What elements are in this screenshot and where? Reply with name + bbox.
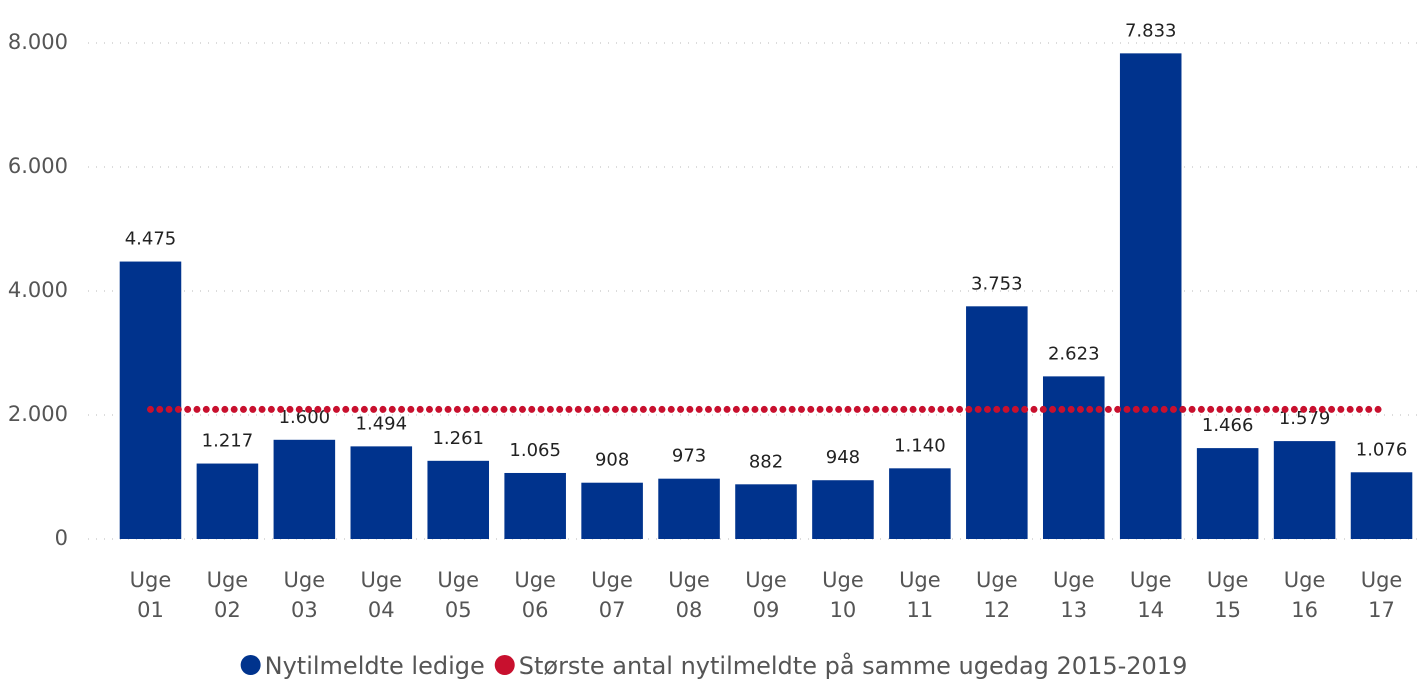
- data-label: 1.261: [432, 428, 484, 449]
- bar: [966, 306, 1028, 539]
- data-label: 1.466: [1202, 415, 1254, 436]
- data-label: 1.600: [279, 407, 331, 428]
- bar: [427, 460, 490, 539]
- x-tick-label: Uge 16: [1283, 568, 1326, 622]
- x-tick-label: Uge 17: [1360, 568, 1403, 622]
- data-label: 1.140: [894, 435, 946, 456]
- data-label: 1.217: [202, 431, 254, 452]
- bar: [1196, 448, 1259, 539]
- x-tick-label: Uge 08: [668, 568, 710, 622]
- bar: [1042, 376, 1105, 539]
- x-tick-label: Uge 11: [899, 568, 941, 622]
- legend-label: Største antal nytilmeldte på samme ugeda…: [519, 651, 1188, 680]
- bar: [350, 446, 413, 539]
- x-tick-label: Uge 10: [822, 568, 864, 622]
- y-tick-label: 6.000: [8, 154, 68, 178]
- bar: [581, 482, 643, 539]
- data-label: 1.579: [1279, 408, 1331, 429]
- bar: [658, 478, 720, 539]
- x-tick-label: Uge 02: [206, 568, 249, 622]
- x-tick-label: Uge 03: [283, 568, 326, 622]
- bar: [273, 439, 336, 539]
- data-label: 1.076: [1356, 439, 1408, 460]
- data-label: 908: [595, 450, 629, 471]
- y-tick-label: 8.000: [8, 30, 68, 54]
- bar: [1119, 53, 1182, 539]
- x-tick-label: Uge 06: [514, 568, 556, 622]
- x-tick-label: Uge 13: [1052, 568, 1095, 622]
- bar: [504, 472, 566, 539]
- bar: [119, 261, 182, 539]
- data-label: 2.623: [1048, 343, 1100, 364]
- y-tick-label: 2.000: [8, 402, 68, 426]
- bar: [889, 468, 951, 539]
- x-tick-label: Uge 07: [591, 568, 633, 622]
- y-tick-label: 4.000: [8, 278, 68, 302]
- bar: [812, 480, 874, 539]
- bar: [196, 463, 259, 539]
- bar: [1350, 472, 1413, 539]
- x-tick-label: Uge 04: [360, 568, 403, 622]
- data-label: 1.065: [509, 440, 561, 461]
- legend-marker: [240, 655, 261, 675]
- legend-label: Nytilmeldte ledige: [265, 652, 485, 680]
- x-tick-label: Uge 09: [745, 568, 787, 622]
- x-tick-label: Uge 05: [437, 568, 480, 622]
- y-tick-label: 0: [55, 526, 68, 550]
- x-tick-label: Uge 12: [976, 568, 1018, 622]
- data-label: 7.833: [1125, 20, 1177, 41]
- data-label: 882: [749, 451, 783, 472]
- data-label: 973: [672, 446, 706, 467]
- data-label: 948: [826, 447, 860, 468]
- data-label: 1.494: [356, 413, 408, 434]
- data-label: 4.475: [125, 229, 177, 250]
- x-tick-label: Uge 14: [1129, 568, 1172, 622]
- x-tick-label: Uge 15: [1206, 568, 1249, 622]
- bar: [1273, 441, 1336, 539]
- x-tick-label: Uge 01: [129, 568, 172, 622]
- data-label: 3.753: [971, 273, 1023, 294]
- bar: [735, 484, 797, 539]
- legend-marker: [494, 655, 515, 675]
